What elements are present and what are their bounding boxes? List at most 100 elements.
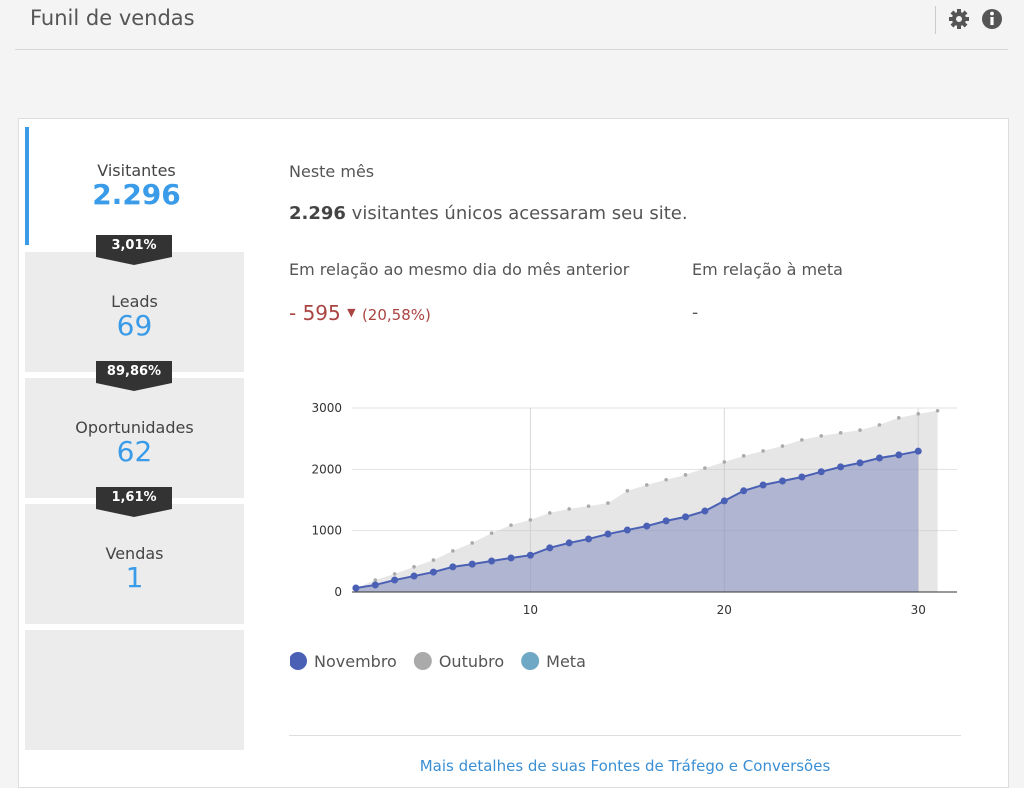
conversion-rate: 1,61%	[96, 487, 172, 517]
data-point	[470, 541, 475, 545]
data-point	[586, 504, 591, 508]
data-point	[565, 539, 573, 547]
stage-label: Visitantes	[97, 161, 176, 180]
goal-value: -	[692, 303, 699, 323]
data-point	[875, 454, 883, 462]
x-tick-label: 20	[717, 603, 732, 617]
series-area	[355, 451, 919, 592]
stage-label: Oportunidades	[75, 418, 194, 437]
data-point	[837, 463, 845, 471]
data-point	[838, 431, 843, 435]
stage-label: Vendas	[105, 544, 164, 563]
summary-text: visitantes únicos acessaram seu site.	[351, 203, 688, 224]
data-point	[526, 551, 534, 559]
previous-label: Em relação ao mesmo dia do mês anterior	[289, 260, 630, 279]
data-point	[916, 412, 921, 416]
data-point	[935, 408, 940, 413]
y-tick-label: 3000	[311, 401, 342, 415]
chart: 0 1000 2000 3000 10 20 30 Novembro Outubro Meta	[290, 401, 957, 671]
data-point	[546, 544, 554, 552]
y-tick-label: 1000	[311, 524, 342, 538]
legend-marker	[290, 652, 307, 670]
data-point	[895, 451, 903, 459]
funnel-tab[interactable]: Oportunidades 62	[25, 378, 244, 498]
y-tick-label: 0	[334, 585, 342, 599]
data-point	[528, 518, 533, 522]
data-point	[585, 535, 593, 543]
conversion-rate: 3,01%	[96, 235, 172, 265]
x-tick-label: 10	[523, 603, 538, 617]
delta-percent: (20,58%)	[361, 306, 431, 324]
data-point	[798, 473, 806, 481]
rule	[289, 735, 961, 736]
data-point	[819, 434, 824, 438]
funnel-tab[interactable]: Visitantes 2.296	[25, 127, 244, 245]
data-point	[507, 554, 515, 562]
data-point	[449, 563, 457, 571]
data-point	[761, 449, 765, 453]
legend-marker	[521, 652, 540, 670]
data-point	[703, 466, 707, 470]
previous-delta: - 595 ▼ (20,58%)	[289, 301, 431, 325]
data-point	[625, 489, 630, 493]
data-point	[468, 560, 476, 568]
data-point	[722, 460, 727, 464]
data-point	[897, 416, 901, 420]
data-point	[412, 565, 416, 569]
data-point	[817, 468, 825, 476]
data-point	[778, 477, 786, 485]
settings-icon[interactable]	[949, 9, 969, 29]
data-point	[644, 483, 649, 487]
data-point	[567, 507, 571, 511]
period: Neste mês	[289, 162, 375, 181]
separator	[935, 6, 936, 34]
data-point	[431, 558, 436, 562]
data-point	[643, 522, 651, 530]
y-tick-label: 2000	[311, 462, 342, 476]
data-point	[410, 572, 418, 580]
funnel-tab[interactable]: Leads 69	[25, 252, 244, 372]
stage-value: 2.296	[92, 178, 181, 211]
data-point	[429, 568, 437, 576]
goal-label: Em relação à meta	[692, 260, 843, 279]
data-point	[759, 481, 767, 489]
details-link[interactable]: Mais detalhes de suas Fontes de Tráfego …	[419, 757, 831, 775]
data-point	[664, 477, 668, 482]
data-point	[800, 438, 804, 442]
series-area	[355, 410, 938, 592]
data-point	[489, 531, 494, 535]
legend-label: Meta	[546, 652, 586, 671]
data-point	[352, 584, 360, 592]
summary: 2.296 visitantes únicos acessaram seu si…	[289, 203, 688, 224]
data-point	[914, 447, 922, 455]
legend-label: Outubro	[439, 652, 504, 671]
data-point	[606, 501, 610, 505]
data-point	[858, 428, 862, 432]
legend-label: Novembro	[314, 652, 397, 671]
data-point	[392, 572, 397, 576]
funnel-tab[interactable]: Vendas 1	[25, 504, 244, 624]
stage-value: 62	[116, 435, 153, 468]
summary-value: 2.296	[289, 203, 346, 224]
data-point	[547, 511, 552, 515]
data-point	[488, 557, 496, 565]
legend-marker	[413, 652, 432, 670]
data-point	[683, 473, 688, 477]
data-point	[623, 526, 631, 534]
data-point	[740, 487, 748, 495]
header-title: Funil de vendas	[30, 6, 195, 30]
data-point	[780, 444, 785, 448]
stage-label: Leads	[111, 292, 158, 311]
data-point	[720, 497, 728, 505]
data-point	[604, 530, 612, 538]
data-point	[662, 517, 670, 525]
data-point	[509, 523, 513, 527]
info-icon[interactable]	[982, 9, 1002, 29]
funnel-tab-empty	[25, 630, 244, 750]
delta: - 595	[289, 301, 341, 325]
data-point	[391, 576, 399, 584]
data-point	[451, 549, 455, 553]
data-point	[877, 423, 882, 427]
data-point	[856, 459, 864, 467]
